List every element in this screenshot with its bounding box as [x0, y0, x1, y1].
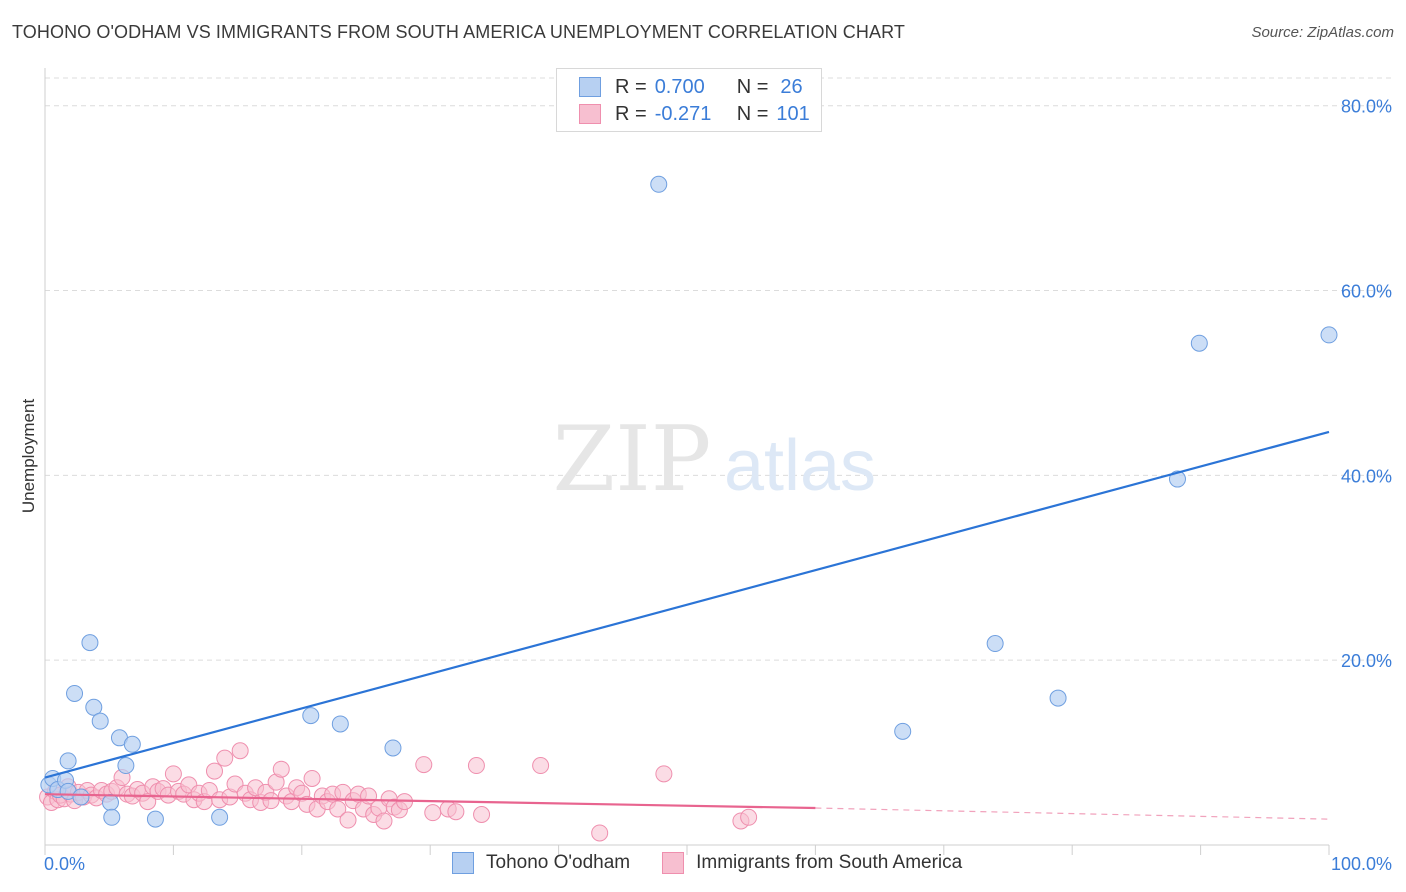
- blue-point: [1320, 326, 1338, 344]
- blue-point: [81, 634, 99, 652]
- pink-trend-line: [44, 793, 816, 810]
- pink-point: [415, 756, 433, 774]
- blue-point: [211, 808, 229, 826]
- pink-point: [740, 808, 758, 826]
- y-tick-label: 60.0%: [1341, 282, 1392, 302]
- legend-n-label: N =: [736, 75, 769, 98]
- watermark: ZIP atlas: [553, 407, 876, 512]
- gridlines: [45, 77, 1392, 661]
- pink-point: [231, 742, 249, 760]
- bottom-legend-label-blue: Tohono O'odham: [486, 852, 631, 873]
- blue-point: [1190, 334, 1208, 352]
- y-axis-label: Unemployment: [19, 399, 38, 514]
- legend-r-value-pink: -0.271: [654, 102, 712, 125]
- legend-r-label: R =: [615, 75, 647, 98]
- pink-point: [139, 793, 157, 811]
- blue-point: [85, 698, 103, 716]
- tick-labels: 20.0% 40.0% 60.0% 80.0% 0.0% 100.0%: [44, 97, 1392, 874]
- blue-point: [59, 752, 77, 770]
- legend: R = 0.700 N = 26 R = -0.271 N = 101: [556, 68, 822, 132]
- blue-point: [1049, 689, 1067, 707]
- pink-point: [467, 757, 485, 775]
- pink-point: [262, 792, 280, 810]
- pink-point: [473, 806, 491, 824]
- blue-point: [66, 684, 84, 702]
- y-tick-label: 80.0%: [1341, 97, 1392, 117]
- legend-n-value-pink: 101: [776, 102, 810, 125]
- pink-point: [591, 824, 609, 842]
- bottom-legend-label-pink: Immigrants from South America: [696, 852, 963, 873]
- legend-row-pink: R = -0.271 N = 101: [579, 101, 810, 127]
- legend-n-label: N =: [736, 102, 769, 125]
- pink-trend-extension: [815, 807, 1330, 820]
- x-tick-label-min: 0.0%: [44, 854, 85, 874]
- axes: [44, 68, 1330, 855]
- pink-series: [39, 742, 758, 842]
- trend-lines: [44, 430, 1330, 820]
- bottom-legend: Tohono O'odham Immigrants from South Ame…: [452, 852, 962, 874]
- blue-point: [117, 757, 135, 775]
- pink-point: [329, 800, 347, 818]
- blue-point: [384, 739, 402, 757]
- blue-point: [302, 707, 320, 725]
- blue-point: [123, 735, 141, 753]
- blue-point: [986, 635, 1004, 653]
- source-label: Source: ZipAtlas.com: [1251, 24, 1394, 41]
- legend-swatch-pink: [579, 104, 601, 124]
- pink-point: [424, 804, 442, 822]
- blue-trend-line: [44, 430, 1330, 779]
- blue-point: [72, 788, 90, 806]
- x-tick-label-max: 100.0%: [1331, 854, 1392, 874]
- chart-title: TOHONO O'ODHAM VS IMMIGRANTS FROM SOUTH …: [12, 22, 905, 42]
- y-tick-label: 40.0%: [1341, 466, 1392, 486]
- watermark-zip: ZIP: [553, 407, 712, 512]
- pink-point: [272, 760, 290, 778]
- blue-point: [146, 810, 164, 828]
- pink-point: [375, 812, 393, 830]
- blue-point: [331, 715, 349, 733]
- pink-point: [303, 769, 321, 787]
- bottom-legend-swatch-pink: [662, 852, 685, 874]
- pink-point: [532, 757, 550, 775]
- pink-point: [339, 811, 357, 829]
- watermark-atlas: atlas: [724, 426, 876, 506]
- blue-point: [91, 712, 109, 730]
- blue-point: [1168, 470, 1186, 488]
- pink-point: [655, 765, 673, 783]
- legend-r-label: R =: [615, 102, 647, 125]
- blue-point: [894, 722, 912, 740]
- legend-row-blue: R = 0.700 N = 26: [579, 74, 803, 100]
- blue-point: [103, 808, 121, 826]
- blue-point: [650, 175, 668, 193]
- bottom-legend-swatch-blue: [452, 852, 474, 874]
- legend-r-value-blue: 0.700: [654, 75, 705, 98]
- legend-swatch-blue: [579, 77, 601, 97]
- pink-point: [447, 803, 465, 821]
- pink-point: [216, 749, 234, 767]
- pink-point: [205, 762, 223, 780]
- blue-point: [101, 793, 119, 811]
- pink-point: [164, 765, 182, 783]
- y-tick-label: 20.0%: [1341, 651, 1392, 671]
- legend-n-value-blue: 26: [780, 75, 803, 98]
